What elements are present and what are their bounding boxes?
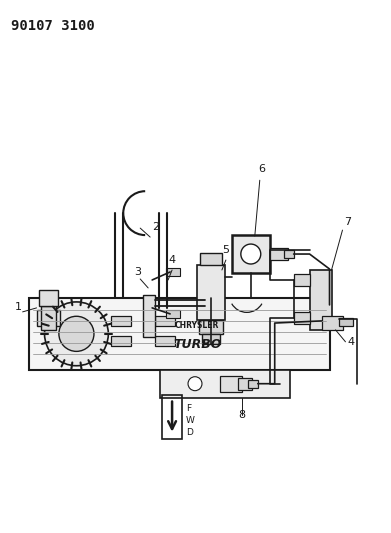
Bar	[284, 250, 294, 258]
Bar	[248, 379, 258, 387]
Bar	[166, 310, 180, 318]
Text: 5: 5	[222, 245, 229, 255]
Text: W: W	[186, 416, 195, 425]
Text: 6: 6	[258, 164, 265, 174]
Bar	[200, 253, 222, 265]
Text: D: D	[186, 428, 193, 437]
Bar	[238, 378, 252, 390]
Bar	[111, 316, 131, 326]
Circle shape	[45, 302, 108, 366]
Text: 4: 4	[168, 255, 175, 265]
Bar	[339, 318, 353, 326]
Bar	[270, 248, 288, 260]
Bar	[162, 394, 182, 439]
Bar	[111, 336, 131, 346]
Bar	[155, 316, 175, 326]
Bar	[294, 312, 310, 324]
Text: 2: 2	[152, 222, 159, 232]
Bar	[232, 235, 270, 273]
Text: F: F	[186, 404, 191, 413]
Bar	[310, 270, 332, 330]
Bar	[143, 295, 155, 337]
Bar	[29, 298, 330, 370]
Bar	[155, 336, 175, 346]
Bar	[166, 268, 180, 276]
Text: TURBO: TURBO	[173, 338, 221, 351]
Circle shape	[241, 244, 261, 264]
Bar	[160, 370, 290, 398]
Bar	[39, 290, 59, 306]
Text: 90107 3100: 90107 3100	[11, 19, 94, 33]
Circle shape	[188, 377, 202, 391]
Bar	[321, 316, 343, 330]
Text: 3: 3	[134, 267, 141, 277]
Bar	[197, 265, 225, 320]
Text: CHRYSLER: CHRYSLER	[175, 321, 219, 330]
Bar	[294, 274, 310, 286]
Text: 4: 4	[348, 337, 355, 347]
Bar	[220, 376, 242, 392]
Bar	[202, 297, 212, 309]
Text: 7: 7	[344, 217, 352, 227]
Bar	[41, 306, 56, 330]
Circle shape	[59, 316, 94, 351]
Bar	[199, 320, 223, 334]
Bar	[202, 334, 220, 344]
Text: 1: 1	[14, 302, 22, 312]
Bar	[37, 310, 61, 326]
Text: 8: 8	[238, 409, 245, 419]
